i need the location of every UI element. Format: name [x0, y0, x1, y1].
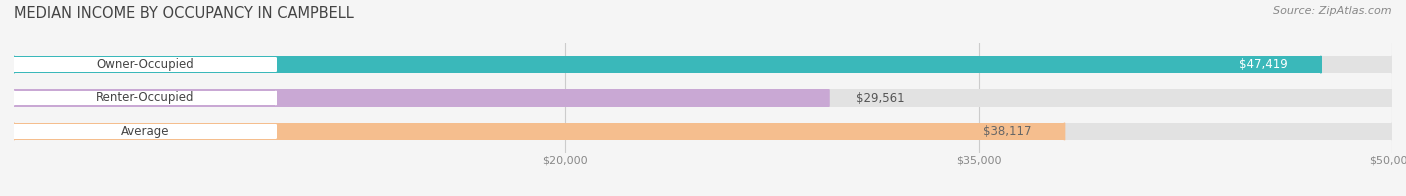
Text: Source: ZipAtlas.com: Source: ZipAtlas.com [1274, 6, 1392, 16]
Bar [14, 57, 276, 72]
Text: $38,117: $38,117 [983, 125, 1032, 138]
Bar [14, 89, 828, 107]
Bar [14, 123, 1064, 140]
Bar [14, 89, 1392, 107]
Text: Renter-Occupied: Renter-Occupied [96, 92, 194, 104]
Text: MEDIAN INCOME BY OCCUPANCY IN CAMPBELL: MEDIAN INCOME BY OCCUPANCY IN CAMPBELL [14, 6, 354, 21]
Bar [14, 56, 1392, 73]
Text: Owner-Occupied: Owner-Occupied [96, 58, 194, 71]
Bar [14, 91, 276, 105]
Text: Average: Average [121, 125, 169, 138]
Bar [14, 124, 276, 139]
Bar [14, 123, 1392, 140]
Text: $29,561: $29,561 [856, 92, 905, 104]
Bar [14, 56, 1320, 73]
Text: $47,419: $47,419 [1239, 58, 1288, 71]
